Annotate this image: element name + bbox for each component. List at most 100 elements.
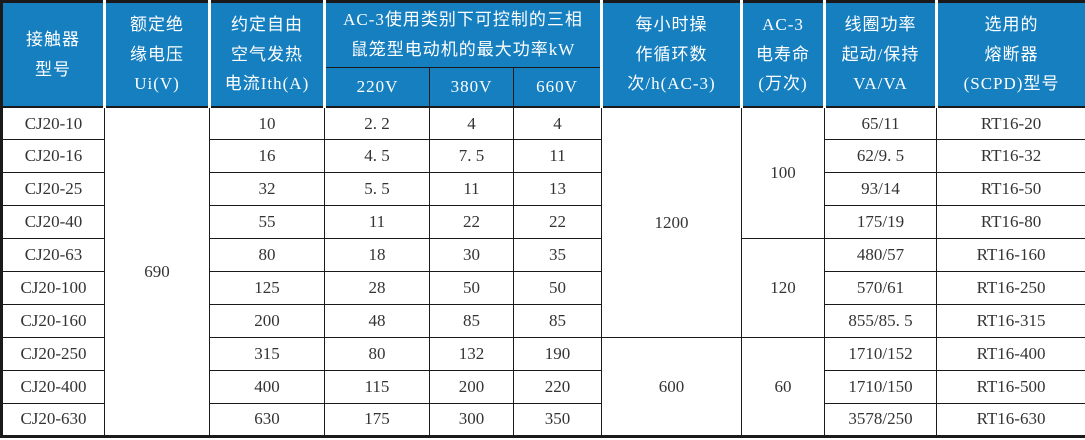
- cell-fuse-type: RT16-32: [936, 139, 1085, 174]
- cell-model: CJ20-400: [1, 370, 105, 404]
- cell-power-220v: 115: [324, 370, 430, 404]
- cell-coil-power: 1710/152: [824, 337, 938, 371]
- cell-power-380v: 11: [429, 172, 514, 207]
- cell-power-660v: 85: [512, 304, 603, 339]
- cell-fuse-type: RT16-160: [936, 238, 1085, 273]
- cell-power-220v: 48: [324, 304, 430, 339]
- cell-thermal-current: 315: [209, 337, 325, 371]
- cell-power-660v: 13: [512, 172, 603, 207]
- col-header-cycles-per-hour: 每小时操 作循环数 次/h(AC-3): [600, 1, 744, 108]
- table-row: CJ20-160 200 48 85 85 855/85. 5 RT16-315: [1, 304, 1085, 339]
- table-row: CJ20-630 630 175 300 350 3578/250 RT16-630: [1, 402, 1085, 438]
- cell-coil-power: 175/19: [824, 205, 938, 240]
- cell-power-380v: 50: [429, 271, 514, 306]
- cell-power-220v: 18: [324, 238, 430, 273]
- cell-fuse-type: RT16-20: [936, 106, 1085, 141]
- col-header-insulation-voltage: 额定绝 缘电压 Ui(V): [103, 1, 211, 108]
- cell-coil-power: 93/14: [824, 172, 938, 207]
- col-header-model: 接触器 型号: [1, 1, 106, 108]
- cell-power-220v: 4. 5: [324, 139, 430, 174]
- cell-power-220v: 175: [324, 402, 430, 438]
- header-row-2: 220V 380V 660V: [2, 66, 1085, 108]
- cell-electrical-life: 100: [741, 106, 826, 240]
- cell-power-380v: 85: [429, 304, 514, 339]
- cell-power-660v: 50: [512, 271, 603, 306]
- cell-power-660v: 22: [512, 205, 603, 240]
- cell-thermal-current: 125: [209, 271, 325, 306]
- cell-fuse-type: RT16-50: [936, 172, 1085, 207]
- cell-coil-power: 62/9. 5: [824, 139, 938, 174]
- cell-thermal-current: 80: [209, 238, 325, 273]
- cell-fuse-type: RT16-250: [936, 271, 1085, 306]
- cell-thermal-current: 16: [209, 139, 325, 174]
- cell-thermal-current: 55: [209, 205, 325, 240]
- cell-model: CJ20-10: [1, 106, 105, 141]
- cell-fuse-type: RT16-500: [936, 370, 1085, 404]
- cell-coil-power: 570/61: [824, 271, 938, 306]
- cell-power-660v: 11: [512, 139, 603, 174]
- header-row-1: 接触器 型号 额定绝 缘电压 Ui(V) 约定自由 空气发热 电流Ith(A) …: [1, 1, 1085, 108]
- cell-model: CJ20-40: [1, 205, 105, 240]
- cell-coil-power: 65/11: [824, 106, 938, 141]
- col-header-660v: 660V: [512, 66, 603, 108]
- cell-thermal-current: 10: [209, 106, 325, 141]
- col-header-ac3-max-power-group: AC-3使用类别下可控制的三相 鼠笼型电动机的最大功率kW: [322, 1, 604, 68]
- cell-power-380v: 30: [429, 238, 514, 273]
- cell-coil-power: 1710/150: [824, 370, 938, 404]
- cell-coil-power: 855/85. 5: [824, 304, 938, 339]
- cell-power-660v: 220: [512, 370, 603, 404]
- cell-thermal-current: 400: [209, 370, 325, 404]
- col-header-electrical-life: AC-3 电寿命 (万次): [740, 1, 827, 108]
- cell-thermal-current: 630: [209, 402, 325, 438]
- cell-power-380v: 22: [429, 205, 514, 240]
- cell-model: CJ20-63: [1, 238, 105, 273]
- cell-power-660v: 190: [512, 337, 603, 371]
- cell-power-220v: 5. 5: [324, 172, 430, 207]
- cell-electrical-life: 60: [741, 337, 826, 437]
- col-header-380v: 380V: [429, 66, 514, 108]
- table-row: CJ20-25 32 5. 5 11 13 93/14 RT16-50: [1, 172, 1085, 207]
- cell-power-380v: 300: [429, 402, 514, 438]
- cell-power-220v: 2. 2: [324, 106, 430, 141]
- cell-power-380v: 200: [429, 370, 514, 404]
- col-header-220v: 220V: [324, 66, 430, 108]
- cell-power-380v: 4: [429, 106, 514, 141]
- cell-power-220v: 80: [324, 337, 430, 371]
- spec-table-body: CJ20-10 690 10 2. 2 4 4 1200 100 65/11 RT16-20 CJ2…: [1, 106, 1085, 438]
- cell-electrical-life: 120: [741, 238, 826, 339]
- cell-power-660v: 350: [512, 402, 603, 438]
- cell-fuse-type: RT16-80: [936, 205, 1085, 240]
- table-row: CJ20-63 80 18 30 35 120 480/57 RT16-160: [1, 238, 1085, 339]
- cell-thermal-current: 32: [209, 172, 325, 207]
- cell-coil-power: 3578/250: [824, 402, 938, 438]
- cell-power-380v: 7. 5: [429, 139, 514, 174]
- cell-model: CJ20-16: [1, 139, 105, 174]
- cell-model: CJ20-100: [1, 271, 105, 306]
- cell-model: CJ20-630: [1, 402, 105, 438]
- cell-power-660v: 35: [512, 238, 603, 273]
- cell-thermal-current: 200: [209, 304, 325, 339]
- cell-power-220v: 28: [324, 271, 430, 306]
- cell-insulation-voltage: 690: [104, 106, 210, 437]
- cell-cycles-per-hour: 600: [601, 337, 743, 437]
- cell-coil-power: 480/57: [824, 238, 938, 273]
- table-row: CJ20-250 315 80 132 190 600 60 1710/152 RT16-400: [1, 337, 1085, 437]
- cell-power-380v: 132: [429, 337, 514, 371]
- cell-power-220v: 11: [324, 205, 430, 240]
- cell-fuse-type: RT16-400: [936, 337, 1085, 371]
- cell-fuse-type: RT16-315: [936, 304, 1085, 339]
- cell-fuse-type: RT16-630: [936, 402, 1085, 438]
- table-row: CJ20-10 690 10 2. 2 4 4 1200 100 65/11 RT16-20: [1, 106, 1085, 437]
- cell-model: CJ20-25: [1, 172, 105, 207]
- col-header-coil-power: 线圈功率 起动/保持 VA/VA: [823, 1, 939, 108]
- cell-cycles-per-hour: 1200: [601, 106, 743, 339]
- col-header-fuse-type: 选用的 熔断器 (SCPD)型号: [935, 1, 1085, 108]
- spec-table-header: 接触器 型号 额定绝 缘电压 Ui(V) 约定自由 空气发热 电流Ith(A) …: [1, 1, 1085, 108]
- cell-model: CJ20-250: [1, 337, 105, 371]
- col-header-thermal-current: 约定自由 空气发热 电流Ith(A): [208, 1, 326, 108]
- table-row: CJ20-16 16 4. 5 7. 5 11 62/9. 5 RT16-32: [1, 139, 1085, 174]
- cell-model: CJ20-160: [1, 304, 105, 339]
- cell-power-660v: 4: [512, 106, 603, 141]
